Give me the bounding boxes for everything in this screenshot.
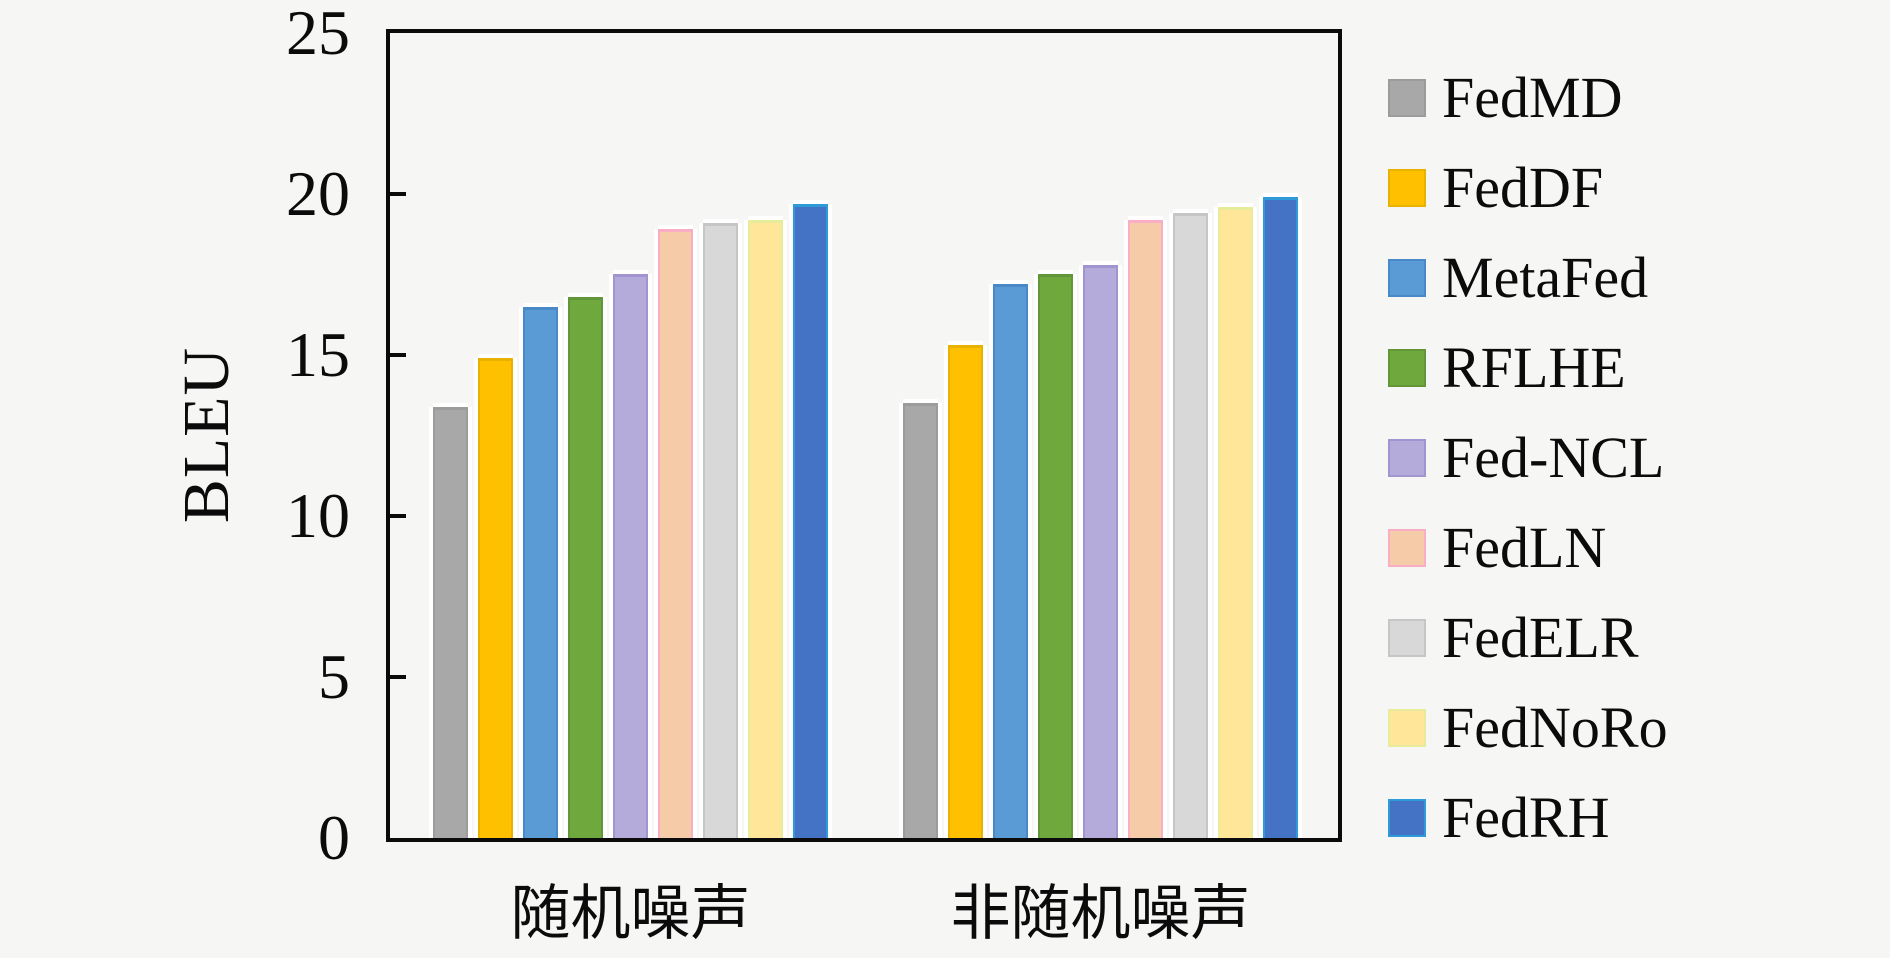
legend-item-fed-ncl: Fed-NCL <box>1388 413 1664 503</box>
y-tick-mark-5 <box>390 675 406 679</box>
legend-swatch-fedrh <box>1388 799 1426 837</box>
legend-swatch-metafed <box>1388 259 1426 297</box>
legend-label-fedmd: FedMD <box>1442 65 1623 130</box>
legend-label-fednoro: FedNoRo <box>1442 695 1668 760</box>
y-tick-label-5: 5 <box>318 641 350 712</box>
bar-fedln-group2 <box>1128 220 1163 838</box>
legend-item-fedrh: FedRH <box>1388 773 1610 863</box>
x-category-label-2: 非随机噪声 <box>950 881 1251 947</box>
legend-label-fedrh: FedRH <box>1442 785 1610 850</box>
legend-swatch-fedmd <box>1388 79 1426 117</box>
y-tick-mark-20 <box>390 192 406 196</box>
bar-fednoro-group2 <box>1218 207 1253 838</box>
legend-swatch-fedln <box>1388 529 1426 567</box>
legend-label-feddf: FedDF <box>1442 155 1604 220</box>
y-tick-label-20: 20 <box>286 158 350 229</box>
x-category-label-1: 随机噪声 <box>510 881 751 947</box>
y-tick-mark-10 <box>390 514 406 518</box>
bar-fedmd-group2 <box>903 403 938 838</box>
bar-fedln-group1 <box>658 229 693 838</box>
bar-fed-ncl-group1 <box>613 274 648 838</box>
bar-metafed-group1 <box>523 307 558 838</box>
bar-fedrh-group1 <box>793 204 828 838</box>
legend-item-fedelr: FedELR <box>1388 593 1639 683</box>
legend-swatch-fedelr <box>1388 619 1426 657</box>
legend-label-fed-ncl: Fed-NCL <box>1442 425 1665 490</box>
y-tick-label-0: 0 <box>318 802 350 873</box>
bar-fedmd-group1 <box>433 407 468 838</box>
bar-feddf-group1 <box>478 358 513 838</box>
bar-rflhe-group2 <box>1038 274 1073 838</box>
legend-label-fedelr: FedELR <box>1442 605 1639 670</box>
y-tick-mark-15 <box>390 353 406 357</box>
plot-area <box>386 29 1342 842</box>
y-tick-label-15: 15 <box>286 319 350 390</box>
legend-swatch-rflhe <box>1388 349 1426 387</box>
legend-item-fedmd: FedMD <box>1388 53 1622 143</box>
bar-feddf-group2 <box>948 345 983 838</box>
legend-swatch-fed-ncl <box>1388 439 1426 477</box>
legend-label-metafed: MetaFed <box>1442 245 1649 310</box>
bar-fed-ncl-group2 <box>1083 265 1118 838</box>
legend-item-feddf: FedDF <box>1388 143 1603 233</box>
legend-item-fednoro: FedNoRo <box>1388 683 1668 773</box>
legend-swatch-fednoro <box>1388 709 1426 747</box>
legend-swatch-feddf <box>1388 169 1426 207</box>
legend-label-fedln: FedLN <box>1442 515 1607 580</box>
bar-rflhe-group1 <box>568 297 603 838</box>
y-axis-tick-labels: 0 5 10 15 20 25 <box>140 1 350 870</box>
bar-fedelr-group1 <box>703 223 738 838</box>
y-tick-label-10: 10 <box>286 480 350 551</box>
y-tick-label-25: 25 <box>286 0 350 68</box>
legend-item-metafed: MetaFed <box>1388 233 1648 323</box>
legend-item-fedln: FedLN <box>1388 503 1606 593</box>
bar-fednoro-group1 <box>748 220 783 838</box>
legend-label-rflhe: RFLHE <box>1442 335 1626 400</box>
bar-fedelr-group2 <box>1173 213 1208 838</box>
legend-item-rflhe: RFLHE <box>1388 323 1626 413</box>
bar-fedrh-group2 <box>1263 197 1298 838</box>
bar-metafed-group2 <box>993 284 1028 838</box>
